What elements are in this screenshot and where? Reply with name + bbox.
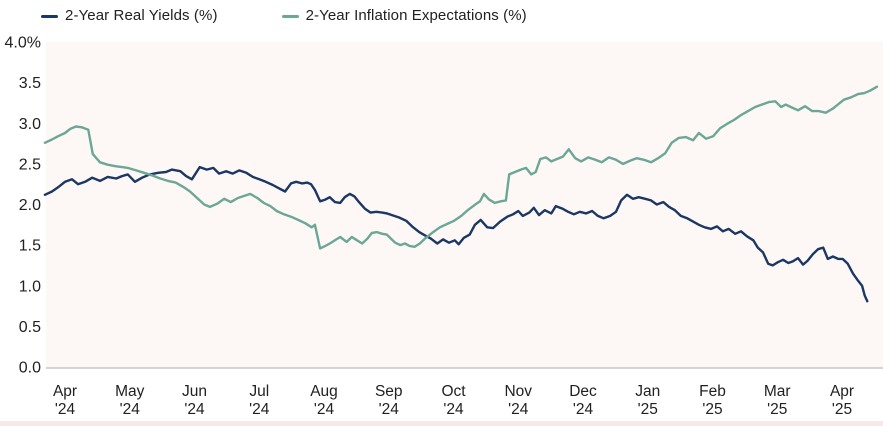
x-tick-year-label: '24 xyxy=(120,401,141,418)
x-tick-year-label: '24 xyxy=(249,401,270,418)
x-tick-year-label: '24 xyxy=(443,401,464,418)
bottom-accent-strip xyxy=(0,421,883,426)
x-tick-month-label: Oct xyxy=(441,383,466,400)
real-yields-line xyxy=(43,165,869,303)
y-tick-label: 4.0% xyxy=(5,35,41,52)
real-yields-line-swatch-icon xyxy=(41,14,58,18)
x-tick-month-label: Feb xyxy=(699,383,726,400)
x-tick-month-label: Nov xyxy=(504,383,532,400)
x-tick-month-label: Sep xyxy=(375,383,403,400)
plot-background xyxy=(46,42,883,368)
y-tick-label: 1.5 xyxy=(19,238,41,255)
y-tick-label: 2.5 xyxy=(19,156,41,173)
x-tick-year-label: '24 xyxy=(184,401,205,418)
x-tick-year-label: '24 xyxy=(379,401,400,418)
legend-item-real-yields: 2-Year Real Yields (%) xyxy=(41,7,218,25)
y-tick-label: 2.0 xyxy=(19,197,41,214)
inflation-expectations-line xyxy=(43,85,879,250)
x-tick-year-label: '24 xyxy=(508,401,529,418)
x-tick-month-label: Mar xyxy=(764,383,791,400)
inflation-expectations-line-swatch-icon xyxy=(281,14,299,18)
y-tick-label: 0.5 xyxy=(19,319,41,336)
y-tick-label: 0.0 xyxy=(19,360,41,377)
y-tick-label: 3.5 xyxy=(19,75,41,92)
x-tick-year-label: '25 xyxy=(702,401,722,418)
x-tick-year-label: '25 xyxy=(767,401,787,418)
real-yields-legend-label: 2-Year Real Yields (%) xyxy=(65,7,218,24)
chart-legend: 2-Year Real Yields (%) 2-Year Inflation … xyxy=(41,7,527,25)
legend-item-inflation-expectations: 2-Year Inflation Expectations (%) xyxy=(281,7,527,25)
inflation-expectations-legend-label: 2-Year Inflation Expectations (%) xyxy=(305,7,527,24)
x-tick-year-label: '24 xyxy=(573,401,594,418)
x-tick-year-label: '25 xyxy=(832,401,852,418)
x-tick-year-label: '24 xyxy=(55,401,76,418)
y-tick-label: 1.0 xyxy=(19,278,41,295)
x-tick-month-label: May xyxy=(115,383,145,400)
x-tick-year-label: '25 xyxy=(638,401,658,418)
x-tick-month-label: Jun xyxy=(182,383,207,400)
y-tick-label: 3.0 xyxy=(19,116,41,133)
x-tick-month-label: Jul xyxy=(249,383,269,400)
x-tick-month-label: Apr xyxy=(53,383,77,400)
x-tick-month-label: Jan xyxy=(635,383,660,400)
x-tick-year-label: '24 xyxy=(314,401,335,418)
x-tick-month-label: Aug xyxy=(310,383,338,400)
x-tick-month-label: Dec xyxy=(569,383,597,400)
x-tick-month-label: Apr xyxy=(830,383,854,400)
